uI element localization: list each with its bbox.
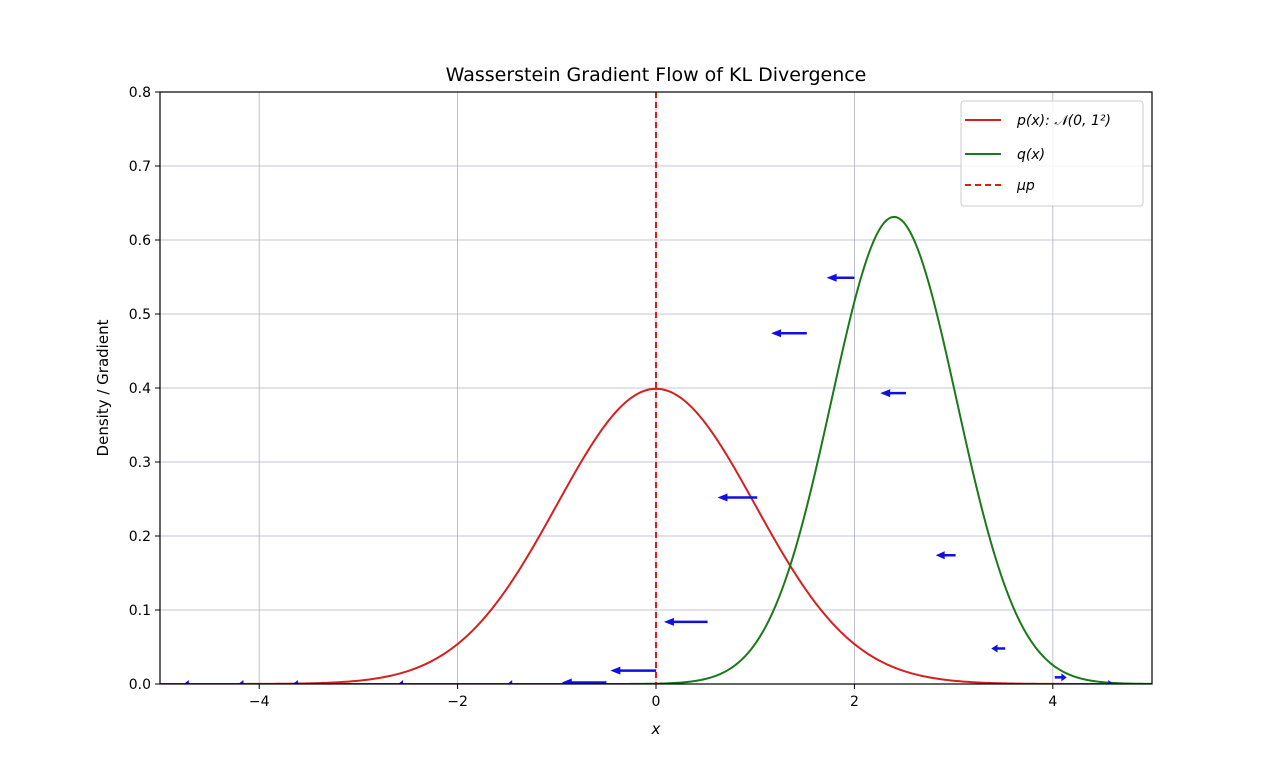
- x-tick-label: −4: [249, 694, 270, 710]
- y-tick-label: 0.1: [129, 603, 151, 619]
- gradient-arrow: [398, 680, 404, 684]
- gradient-arrow: [1107, 680, 1114, 684]
- gradient-arrow: [663, 617, 708, 626]
- y-tick-label: 0.8: [129, 85, 151, 101]
- y-axis-label: Density / Gradient: [94, 319, 112, 456]
- legend: p(x): 𝒩(0, 1²) q(x) μp: [960, 100, 1144, 207]
- chart-title: Wasserstein Gradient Flow of KL Divergen…: [446, 64, 867, 86]
- x-tick-label: 0: [652, 694, 661, 710]
- gradient-arrows: [183, 273, 1114, 684]
- gradient-arrow: [610, 666, 656, 675]
- gradient-arrow: [183, 680, 190, 684]
- legend-label-p: p(x): 𝒩(0, 1²): [1016, 113, 1111, 129]
- gradient-arrow: [1054, 673, 1067, 682]
- x-tick-label: −2: [447, 694, 468, 710]
- x-tick-label: 4: [1048, 694, 1057, 710]
- gradient-arrow: [935, 551, 956, 560]
- x-axis-label: x: [651, 720, 661, 738]
- legend-label-q: q(x): [1017, 147, 1045, 163]
- series-line-0: [160, 387, 1152, 684]
- gradient-arrow: [238, 680, 245, 684]
- y-tick-label: 0.7: [129, 159, 151, 175]
- axis-ticks: −4 −2 0 2 4 0.0 0.1 0.2 0.3 0.4 0.5 0.6 0.7 0.8: [129, 85, 1058, 710]
- x-tick-label: 2: [850, 694, 859, 710]
- y-tick-label: 0.4: [129, 381, 151, 397]
- gradient-arrow: [717, 493, 758, 502]
- gradient-arrow: [880, 389, 906, 398]
- legend-label-mu: μp: [1016, 178, 1035, 194]
- y-tick-label: 0.0: [129, 677, 151, 693]
- y-tick-label: 0.2: [129, 529, 151, 545]
- gradient-arrow: [991, 644, 1006, 653]
- gradient-arrow: [561, 678, 607, 684]
- y-tick-label: 0.6: [129, 233, 151, 249]
- y-tick-label: 0.5: [129, 307, 151, 323]
- legend-frame: [960, 100, 1144, 207]
- y-tick-label: 0.3: [129, 455, 151, 471]
- gradient-arrow: [507, 680, 513, 684]
- gradient-arrow: [826, 273, 855, 282]
- gradient-arrow: [292, 680, 299, 684]
- gradient-arrow: [771, 329, 807, 338]
